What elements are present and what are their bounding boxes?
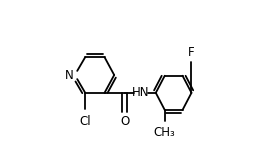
Text: HN: HN: [132, 86, 150, 99]
Text: F: F: [188, 46, 195, 59]
Text: CH₃: CH₃: [154, 126, 176, 139]
Text: N: N: [65, 69, 74, 81]
Text: Cl: Cl: [79, 115, 91, 128]
Text: O: O: [120, 115, 129, 128]
